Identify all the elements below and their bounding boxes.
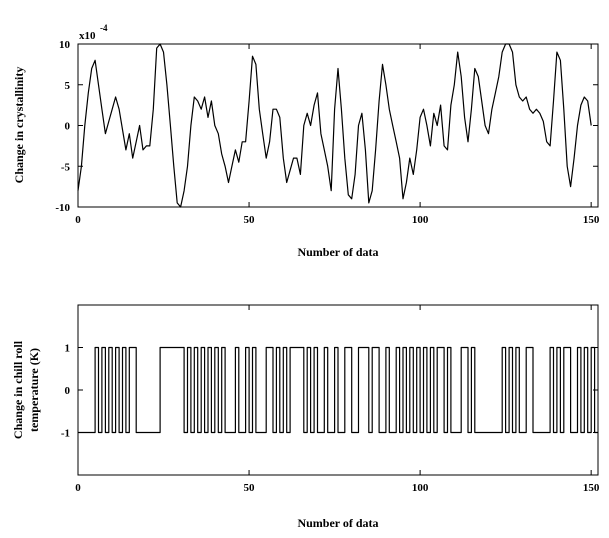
- temperature-series-line: [78, 346, 598, 434]
- y-axis-label-line1: Change in chill roll: [11, 340, 25, 439]
- y-scale-base: x10: [79, 30, 96, 42]
- chill-roll-temperature-chart: Number of data Change in chill roll temp…: [11, 304, 600, 530]
- y-tick-label: -5: [61, 161, 71, 173]
- y-axis-label-line2: temperature (K): [27, 348, 41, 432]
- y-tick-label: 1: [65, 343, 71, 355]
- x-ticks: 0 50 100 150: [75, 305, 600, 494]
- x-tick-label: 50: [244, 214, 256, 226]
- y-tick-label: 0: [65, 385, 71, 397]
- y-tick-label: 5: [65, 80, 71, 92]
- x-tick-label: 0: [75, 482, 81, 494]
- y-ticks: 1 0 -1: [61, 343, 598, 440]
- y-tick-label: -10: [55, 202, 70, 214]
- crystallinity-chart: x10 -4 Number of data Change in crystall…: [12, 23, 600, 259]
- y-axis-label: Change in crystallinity: [12, 67, 26, 184]
- x-tick-label: 150: [583, 482, 600, 494]
- x-tick-label: 0: [75, 214, 81, 226]
- y-tick-label: 10: [59, 39, 71, 51]
- x-axis-label: Number of data: [297, 245, 378, 259]
- y-scale-exponent: -4: [100, 23, 108, 33]
- x-tick-label: 100: [412, 214, 429, 226]
- y-tick-label: -1: [61, 428, 70, 440]
- crystallinity-series-line: [77, 43, 592, 208]
- y-tick-label: 0: [65, 121, 71, 133]
- y-ticks: 10 5 0 -5 -10: [55, 39, 598, 214]
- x-axis-label: Number of data: [297, 516, 378, 530]
- x-tick-label: 50: [244, 482, 256, 494]
- x-tick-label: 100: [412, 482, 429, 494]
- x-tick-label: 150: [583, 214, 600, 226]
- x-ticks: 0 50 100 150: [75, 44, 600, 226]
